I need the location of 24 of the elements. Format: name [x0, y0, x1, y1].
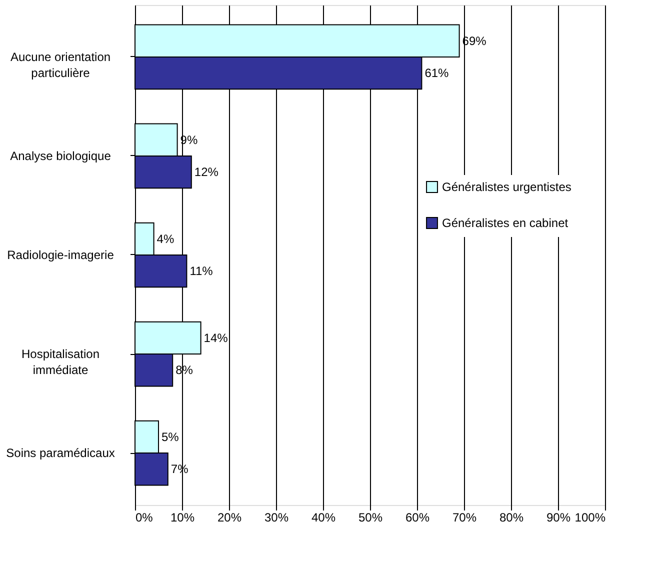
- legend-label: Généralistes urgentistes: [442, 180, 572, 194]
- x-tick-label: 10%: [170, 510, 195, 524]
- x-tick-label: 50%: [358, 510, 383, 524]
- data-label: 5%: [162, 430, 180, 444]
- data-label: 12%: [194, 165, 219, 180]
- x-tick-label: 0%: [136, 510, 154, 524]
- y-tick-label: Aucune orientation particulière: [10, 50, 111, 80]
- x-tick-label: 70%: [452, 510, 477, 524]
- y-tick-label: Hospitalisation immédiate: [21, 347, 100, 378]
- y-tick-label: Radiologie-imagerie: [7, 248, 114, 262]
- x-tick-label: 40%: [311, 510, 336, 524]
- y-tick-label: Soins paramédicaux: [6, 446, 115, 460]
- data-label: 61%: [424, 66, 450, 80]
- x-tick-label: 60%: [405, 510, 430, 524]
- x-tick-label: 100%: [574, 510, 606, 524]
- data-label: 11%: [190, 264, 214, 278]
- data-label: 4%: [156, 232, 174, 246]
- y-tick-label: Analyse biologique: [10, 148, 112, 163]
- x-tick-label: 80%: [499, 510, 524, 524]
- x-tick-label: 20%: [217, 510, 242, 524]
- legend-label: Généralistes en cabinet: [442, 216, 569, 230]
- x-tick-label: 90%: [546, 510, 571, 524]
- x-tick-label: 30%: [264, 510, 289, 524]
- data-label: 14%: [204, 330, 228, 345]
